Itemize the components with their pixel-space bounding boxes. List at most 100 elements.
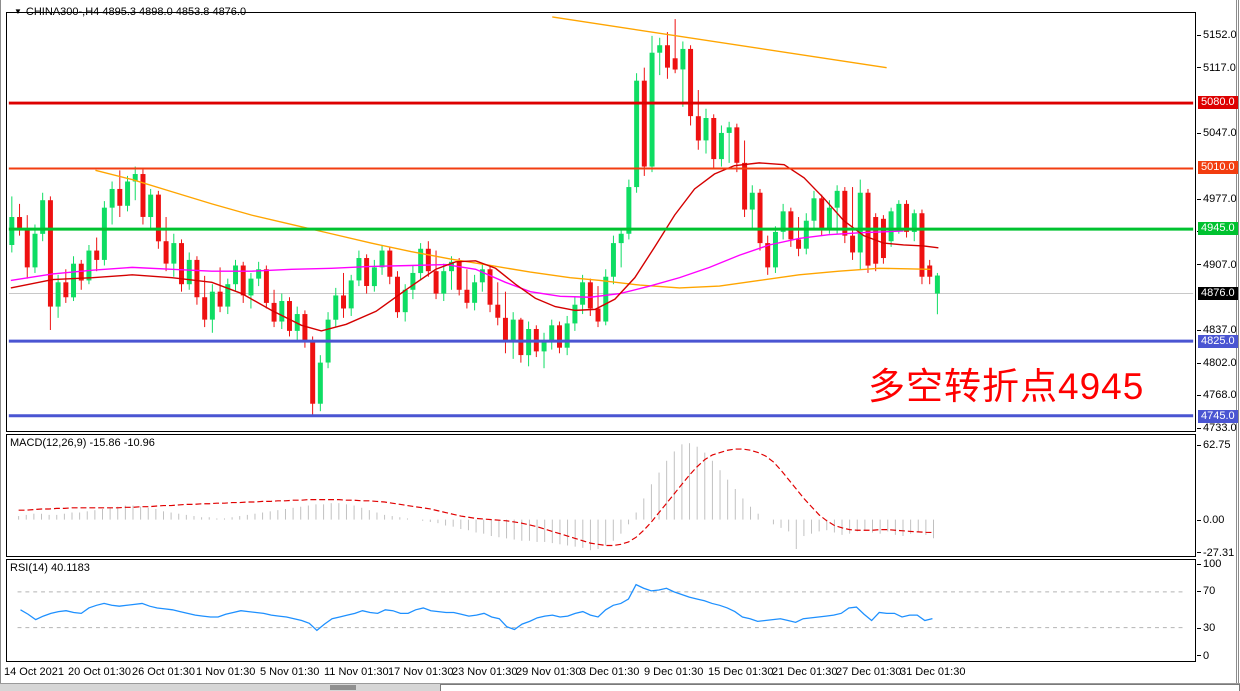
date-label: 3 Dec 01:30 <box>580 666 640 678</box>
candle-body <box>911 213 917 232</box>
candle-body <box>209 291 215 320</box>
candle-body <box>317 362 323 404</box>
candle-body <box>287 301 292 331</box>
candle-body <box>32 233 38 268</box>
ma-orange <box>95 169 931 289</box>
candle-body <box>86 250 92 281</box>
candle-body <box>495 304 501 318</box>
candle-body <box>310 340 316 404</box>
candle-body <box>379 250 385 268</box>
candle-body <box>364 258 370 286</box>
scrollbar-track[interactable] <box>440 684 1240 691</box>
trendline[interactable] <box>552 16 887 69</box>
candle-body <box>148 194 154 218</box>
rsi-indicator-panel[interactable] <box>6 559 1196 662</box>
macd-label: MACD(12,26,9) -15.86 -10.96 <box>10 437 155 449</box>
candle-body <box>811 198 817 221</box>
price-chart-svg[interactable] <box>7 13 1195 431</box>
candle-body <box>711 117 717 160</box>
candle-body <box>464 289 470 303</box>
macd-indicator-panel[interactable] <box>6 434 1196 557</box>
date-label: 23 Nov 01:30 <box>452 666 518 678</box>
current-price-badge: 4876.0 <box>1198 286 1238 300</box>
symbol-period-label: CHINA300-,H4 <box>25 6 100 18</box>
candle-body <box>186 259 192 285</box>
candle-body <box>626 187 632 234</box>
candle-body <box>17 217 23 231</box>
price-scale-4802.0: 4802.0 <box>1203 357 1237 370</box>
candle-body <box>418 248 424 274</box>
price-scale-4977.0: 4977.0 <box>1203 193 1237 206</box>
candle-body <box>587 282 593 309</box>
candle-body <box>348 280 354 309</box>
bottom-scrollbar[interactable] <box>0 683 1240 691</box>
candle-body <box>850 235 856 253</box>
candle-body <box>94 250 100 260</box>
candle-body <box>279 301 285 322</box>
candle-body <box>680 48 686 70</box>
candle-body <box>649 52 655 167</box>
candle-body <box>402 289 408 313</box>
rsi-scale-100: 100 <box>1203 558 1222 570</box>
candle-body <box>472 282 478 303</box>
rsi-svg[interactable] <box>7 560 1195 661</box>
candle-body <box>179 243 184 285</box>
candle-body <box>109 188 115 208</box>
candle-body <box>803 220 809 249</box>
candle-body <box>171 243 177 264</box>
candle-body <box>796 239 802 249</box>
candle-body <box>9 217 15 245</box>
price-scale-5047.0-tick <box>1197 133 1201 134</box>
rsi-scale-30-tick <box>1197 628 1201 629</box>
candle-body <box>449 261 455 272</box>
candle-body <box>202 297 208 320</box>
ohlc-values: 4895.3 4898.0 4853.8 4876.0 <box>102 6 247 18</box>
scrollbar-thumb[interactable] <box>330 685 356 690</box>
price-scale-5152.0-tick <box>1197 35 1201 36</box>
date-label: 27 Dec 01:30 <box>836 666 902 678</box>
date-label: 31 Dec 01:30 <box>900 666 966 678</box>
price-scale-5047.0: 5047.0 <box>1203 127 1237 140</box>
candle-body <box>71 263 77 298</box>
candle-body <box>557 325 562 348</box>
candle-body <box>834 190 840 208</box>
price-scale-4768.0: 4768.0 <box>1203 389 1237 402</box>
price-scale-5117.0-tick <box>1197 67 1201 68</box>
candle-body <box>772 231 778 268</box>
level-badge-4945.0: 4945.0 <box>1198 222 1238 236</box>
chart-title: ▼ CHINA300-,H4 4895.3 4898.0 4853.8 4876.… <box>14 6 246 18</box>
candle-body <box>857 192 863 253</box>
candle-body <box>341 295 347 309</box>
date-label: 5 Nov 01:30 <box>260 666 320 678</box>
price-scale-4768.0-tick <box>1197 395 1201 396</box>
date-label: 26 Oct 01:30 <box>132 666 195 678</box>
candle-body <box>117 188 123 206</box>
price-scale-4837.0-tick <box>1197 330 1201 331</box>
price-scale-4802.0-tick <box>1197 363 1201 364</box>
ma-red <box>10 162 939 332</box>
macd-scale-62.75: 62.75 <box>1203 439 1231 451</box>
candle-body <box>487 269 493 305</box>
price-scale-4837.0: 4837.0 <box>1203 324 1237 337</box>
candle-body <box>819 198 825 229</box>
price-scale-4977.0-tick <box>1197 199 1201 200</box>
symbol-dropdown-icon[interactable]: ▼ <box>14 7 22 16</box>
rsi-scale-0-tick <box>1197 655 1201 656</box>
macd-svg[interactable] <box>7 435 1195 556</box>
candle-body <box>47 200 53 307</box>
candle-body <box>603 276 609 322</box>
ma-magenta <box>10 230 904 298</box>
candle-body <box>726 127 732 133</box>
date-label: 21 Dec 01:30 <box>772 666 838 678</box>
candle-body <box>333 295 339 320</box>
rsi-scale-0: 0 <box>1203 649 1210 662</box>
candle-body <box>217 291 223 307</box>
candle-body <box>40 200 46 234</box>
candle-body <box>502 317 508 341</box>
candle-body <box>155 194 161 242</box>
macd-scale-0.00-tick <box>1197 520 1201 521</box>
candle-body <box>24 230 30 268</box>
price-chart-panel[interactable] <box>6 12 1196 432</box>
candle-body <box>888 211 894 242</box>
candle-body <box>842 190 848 236</box>
